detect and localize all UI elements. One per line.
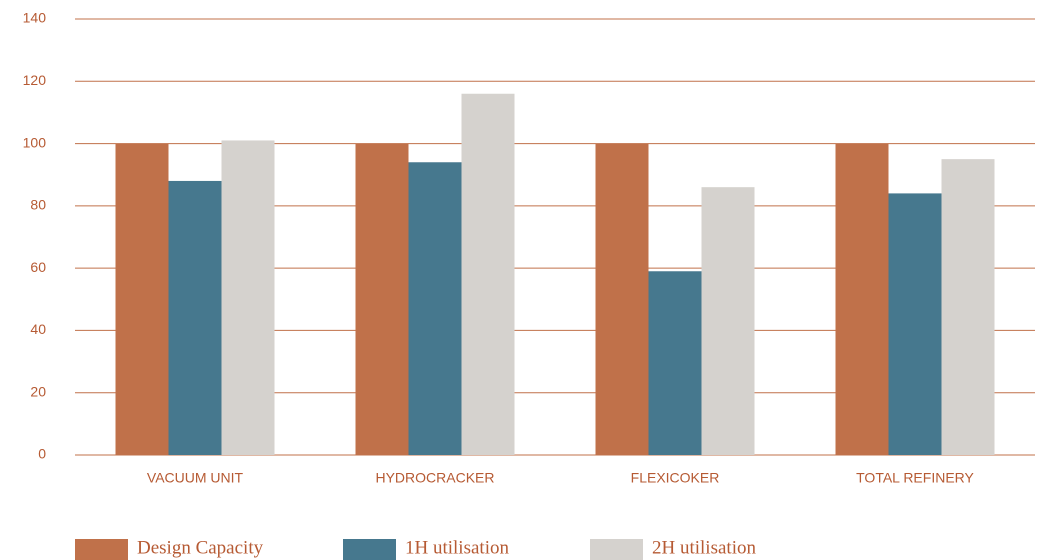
bar	[888, 193, 942, 455]
y-tick-label: 120	[23, 72, 47, 88]
x-tick-label: TOTAL REFINERY	[856, 470, 974, 486]
x-tick-label: FLEXICOKER	[631, 470, 720, 486]
y-tick-label: 20	[30, 383, 46, 399]
y-tick-label: 60	[30, 259, 46, 275]
bar	[595, 143, 649, 456]
bar	[115, 143, 169, 456]
bar	[701, 187, 755, 455]
legend-label: Design Capacity	[137, 537, 264, 558]
bar	[461, 93, 515, 455]
legend-label: 1H utilisation	[405, 537, 509, 558]
bar	[648, 271, 702, 455]
y-tick-label: 140	[23, 10, 47, 26]
y-tick-label: 0	[38, 446, 46, 462]
bar	[941, 159, 995, 455]
x-tick-label: HYDROCRACKER	[375, 470, 494, 486]
legend-swatch	[75, 539, 128, 560]
y-tick-label: 100	[23, 134, 47, 150]
bar	[221, 140, 275, 455]
bar	[408, 162, 462, 455]
bar	[168, 180, 222, 455]
y-tick-label: 40	[30, 321, 46, 337]
bar	[835, 143, 889, 456]
legend-label: 2H utilisation	[652, 537, 756, 558]
legend-swatch	[590, 539, 643, 560]
legend-swatch	[343, 539, 396, 560]
bar	[355, 143, 409, 456]
y-tick-label: 80	[30, 197, 46, 213]
x-tick-label: VACUUM UNIT	[147, 470, 244, 486]
